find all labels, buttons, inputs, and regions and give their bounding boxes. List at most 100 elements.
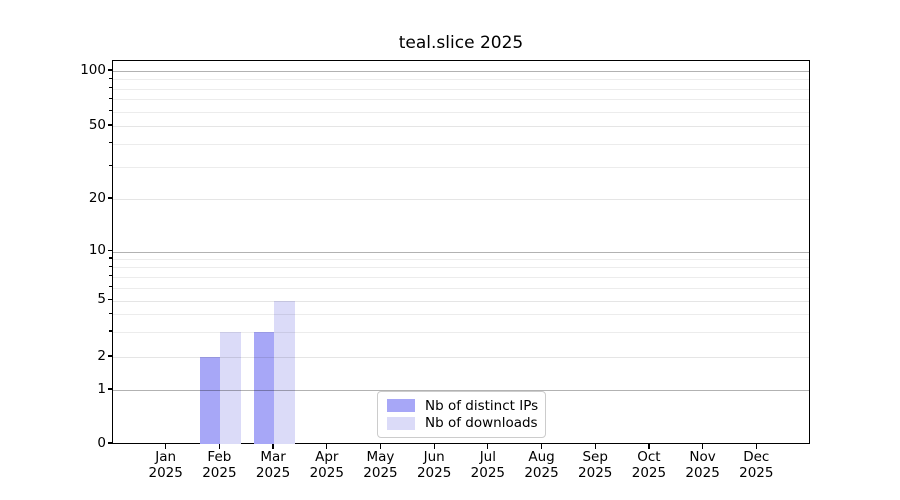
y-minortick-7 — [109, 275, 112, 277]
y-tick-label-2: 2 — [97, 347, 106, 364]
legend-swatch-distinct-ips — [387, 399, 415, 413]
chart-title: teal.slice 2025 — [398, 33, 524, 53]
x-tick-label-apr: Apr 2025 — [291, 449, 363, 481]
x-tick-year: 2025 — [309, 464, 344, 481]
gridline-y-1 — [113, 390, 809, 391]
x-tick-year: 2025 — [578, 464, 613, 481]
x-tick-month: Sep — [582, 449, 608, 465]
y-minortick-3 — [109, 330, 112, 332]
x-tick-label-jan: Jan 2025 — [130, 449, 202, 481]
x-tick-month: May — [366, 449, 395, 465]
x-tick-year: 2025 — [524, 464, 559, 481]
x-tick-label-sep: Sep 2025 — [559, 449, 631, 481]
bar-distinct-ips-mar — [253, 331, 275, 444]
x-tick-year: 2025 — [363, 464, 398, 481]
x-tick-label-may: May 2025 — [344, 449, 416, 481]
y-minortick-30 — [109, 165, 112, 167]
gridline-y-2 — [113, 357, 809, 358]
y-minortick-4 — [109, 312, 112, 314]
legend-swatch-downloads — [387, 416, 415, 430]
x-tick-label-nov: Nov 2025 — [667, 449, 739, 481]
x-tick-mar — [272, 444, 274, 449]
x-tick-year: 2025 — [685, 464, 720, 481]
y-tick-50 — [107, 124, 112, 126]
gridline-y-minor-80 — [113, 88, 809, 90]
x-tick-label-jun: Jun 2025 — [398, 449, 470, 481]
bar-downloads-mar — [274, 300, 295, 444]
y-tick-label-5: 5 — [97, 291, 106, 307]
x-tick-year: 2025 — [739, 464, 774, 481]
x-tick-month: Jun — [423, 449, 445, 465]
x-tick-jan — [165, 444, 167, 449]
legend-item-downloads: Nb of downloads — [387, 415, 538, 433]
x-tick-apr — [326, 444, 328, 449]
x-tick-feb — [218, 444, 221, 449]
y-minortick-80 — [109, 87, 112, 89]
gridline-y-minor-7 — [113, 276, 809, 278]
gridline-y-minor-3 — [113, 331, 809, 333]
bar-downloads-feb — [220, 331, 241, 444]
x-tick-label-oct: Oct 2025 — [613, 449, 685, 481]
x-tick-month: Jul — [479, 449, 496, 465]
gridline-y-20 — [113, 199, 809, 200]
y-minortick-8 — [109, 265, 112, 267]
x-tick-month: Mar — [260, 449, 286, 465]
x-tick-jul — [487, 444, 489, 449]
gridline-y-minor-4 — [113, 314, 809, 316]
y-tick-0 — [107, 442, 112, 444]
x-tick-year: 2025 — [416, 464, 452, 481]
y-minortick-6 — [109, 285, 112, 288]
y-tick-label-0: 0 — [97, 434, 106, 451]
y-tick-1 — [107, 388, 112, 390]
x-tick-nov — [701, 444, 704, 449]
legend-label-distinct-ips: Nb of distinct IPs — [425, 397, 539, 414]
x-tick-month: Aug — [528, 449, 555, 465]
x-tick-month: Dec — [743, 449, 770, 465]
y-tick-20 — [107, 197, 112, 199]
gridline-y-100 — [113, 71, 809, 72]
x-tick-month: Nov — [689, 449, 716, 465]
x-tick-label-jul: Jul 2025 — [452, 449, 524, 481]
gridline-y-minor-8 — [113, 267, 809, 269]
y-tick-100 — [107, 69, 112, 71]
y-minortick-9 — [109, 257, 112, 259]
x-tick-label-mar: Mar 2025 — [237, 449, 309, 481]
gridline-y-minor-6 — [113, 287, 809, 289]
x-tick-year: 2025 — [148, 464, 183, 481]
x-tick-label-feb: Feb 2025 — [183, 449, 255, 481]
x-tick-year: 2025 — [202, 464, 237, 481]
y-tick-5 — [107, 298, 112, 301]
x-tick-month: Oct — [637, 449, 661, 465]
x-tick-month: Feb — [207, 449, 232, 465]
gridline-y-5 — [113, 300, 809, 302]
bar-distinct-ips-feb — [199, 357, 221, 444]
gridline-y-minor-60 — [113, 111, 809, 113]
x-tick-may — [379, 444, 382, 449]
y-tick-label-1: 1 — [97, 380, 106, 397]
y-tick-label-20: 20 — [88, 189, 106, 206]
x-tick-month: Jan — [155, 449, 177, 465]
y-minortick-40 — [109, 142, 112, 144]
y-minortick-60 — [109, 109, 112, 112]
x-tick-dec — [755, 444, 757, 449]
y-tick-10 — [107, 249, 112, 252]
gridline-y-50 — [113, 126, 809, 127]
x-tick-label-aug: Aug 2025 — [506, 449, 578, 481]
y-tick-label-50: 50 — [88, 116, 106, 133]
x-tick-month: Apr — [315, 449, 339, 465]
gridline-y-minor-40 — [113, 143, 809, 145]
x-tick-label-dec: Dec 2025 — [720, 449, 792, 481]
x-tick-year: 2025 — [255, 464, 291, 481]
plot-area — [112, 60, 810, 444]
x-tick-year: 2025 — [470, 464, 506, 481]
x-tick-sep — [594, 444, 596, 449]
x-tick-oct — [648, 444, 650, 449]
y-tick-label-10: 10 — [88, 242, 106, 258]
legend: Nb of distinct IPs Nb of downloads — [377, 391, 546, 438]
legend-item-distinct-ips: Nb of distinct IPs — [387, 397, 539, 415]
x-tick-jun — [433, 444, 435, 449]
legend-label-downloads: Nb of downloads — [425, 415, 538, 432]
gridline-y-minor-30 — [113, 166, 809, 168]
gridline-y-minor-9 — [113, 258, 809, 260]
